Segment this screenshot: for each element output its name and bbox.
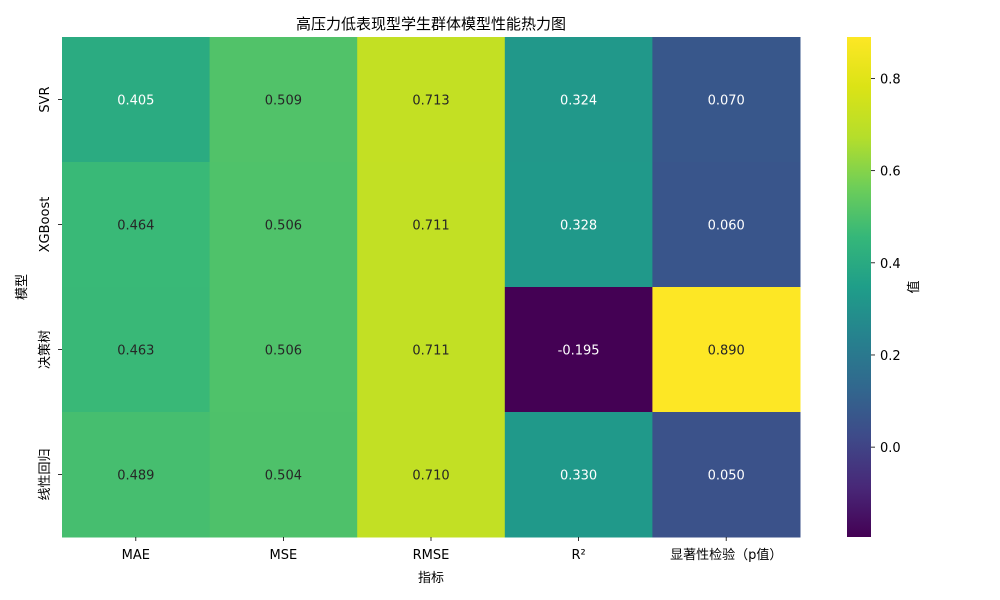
colorbar-tick-label: 0.2 — [880, 349, 901, 364]
x-tick-label: MSE — [270, 548, 298, 563]
x-tick-label: MAE — [122, 548, 150, 563]
heatmap-cells — [62, 37, 801, 538]
y-axis-label: 模型 — [15, 274, 30, 300]
heatmap-cell — [652, 287, 801, 413]
colorbar-tick-label: 0.6 — [880, 165, 901, 180]
y-tick-label: SVR — [38, 86, 53, 112]
heatmap-cell — [357, 37, 506, 163]
colorbar — [847, 37, 871, 537]
cell-value-label: 0.506 — [265, 219, 302, 234]
heatmap-cell — [357, 287, 506, 413]
cell-value-label: 0.050 — [708, 469, 745, 484]
cell-value-label: -0.195 — [558, 344, 600, 359]
heatmap-cell — [62, 287, 211, 413]
heatmap-cell — [504, 412, 653, 538]
heatmap-cell — [209, 287, 358, 413]
heatmap-cell — [62, 37, 211, 163]
cell-value-label: 0.463 — [117, 344, 154, 359]
heatmap-cell — [62, 162, 211, 288]
cell-value-label: 0.489 — [117, 469, 154, 484]
heatmap-cell — [504, 162, 653, 288]
cell-value-label: 0.070 — [708, 94, 745, 109]
cell-value-label: 0.506 — [265, 344, 302, 359]
cell-value-label: 0.713 — [412, 94, 449, 109]
colorbar-tick-label: 0.8 — [880, 72, 901, 87]
heatmap-cell — [652, 162, 801, 288]
heatmap-cell — [209, 37, 358, 163]
heatmap-cell — [357, 162, 506, 288]
cell-value-label: 0.509 — [265, 94, 302, 109]
chart-title: 高压力低表现型学生群体模型性能热力图 — [296, 15, 566, 33]
cell-value-label: 0.330 — [560, 469, 597, 484]
colorbar-ticks: 0.0 0.2 0.4 0.6 0.8 — [871, 72, 901, 456]
cell-value-label: 0.504 — [265, 469, 302, 484]
colorbar-tick-label: 0.0 — [880, 441, 901, 456]
y-tick-label: 线性回归 — [38, 448, 53, 500]
x-tick-label: RMSE — [413, 548, 450, 563]
cell-value-label: 0.405 — [117, 94, 154, 109]
heatmap-cell — [652, 412, 801, 538]
cell-value-label: 0.324 — [560, 94, 597, 109]
cell-value-label: 0.060 — [708, 219, 745, 234]
heatmap-cell-labels: 0.405 0.509 0.713 0.324 0.070 0.464 0.506 0.711… — [117, 94, 745, 484]
heatmap-cell — [652, 37, 801, 163]
cell-value-label: 0.711 — [412, 219, 449, 234]
heatmap-cell — [504, 37, 653, 163]
cell-value-label: 0.464 — [117, 219, 154, 234]
y-tick-label: XGBoost — [38, 197, 53, 253]
cell-value-label: 0.710 — [412, 469, 449, 484]
x-axis-label: 指标 — [418, 571, 444, 586]
heatmap-cell — [209, 162, 358, 288]
heatmap-cell — [209, 412, 358, 538]
x-tick-label: R² — [571, 548, 585, 563]
colorbar-tick-label: 0.4 — [880, 257, 901, 272]
x-tick-label: 显著性检验（p值） — [670, 547, 782, 563]
y-tick-label: 决策树 — [37, 330, 53, 369]
heatmap-cell — [504, 287, 653, 413]
colorbar-label: 值 — [906, 280, 922, 293]
cell-value-label: 0.890 — [708, 344, 745, 359]
heatmap-cell — [62, 412, 211, 538]
heatmap-cell — [357, 412, 506, 538]
cell-value-label: 0.711 — [412, 344, 449, 359]
x-axis-ticks: MAE MSE RMSE R² 显著性检验（p值） — [122, 537, 782, 563]
cell-value-label: 0.328 — [560, 219, 597, 234]
